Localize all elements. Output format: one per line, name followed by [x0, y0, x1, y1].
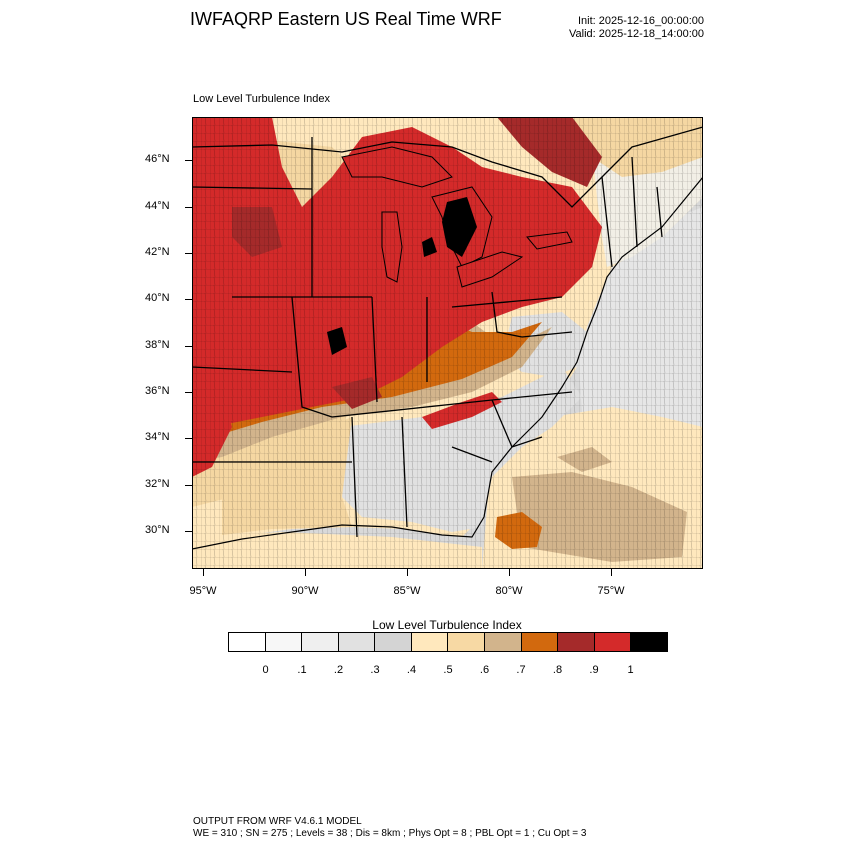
colorbar [228, 632, 668, 652]
field-subtitle: Low Level Turbulence Index [193, 93, 330, 105]
colorbar-cell [229, 633, 266, 651]
lat-tick [185, 438, 192, 439]
model-info-line2: WE = 310 ; SN = 275 ; Levels = 38 ; Dis … [193, 828, 587, 839]
lat-tick [185, 207, 192, 208]
lat-tick [185, 392, 192, 393]
lat-tick [185, 299, 192, 300]
colorbar-cell [521, 633, 559, 651]
colorbar-cell [338, 633, 376, 651]
colorbar-cell [558, 633, 595, 651]
lon-label-95: 95°W [189, 585, 217, 597]
turbulence-map [192, 117, 703, 569]
lat-tick [185, 531, 192, 532]
lat-tick [185, 485, 192, 486]
lon-label-80: 80°W [495, 585, 523, 597]
lat-tick [185, 253, 192, 254]
lon-tick [611, 569, 612, 576]
lon-label-90: 90°W [291, 585, 319, 597]
lon-label-75: 75°W [597, 585, 625, 597]
colorbar-cell [631, 633, 667, 651]
colorbar-label: .5 [443, 664, 453, 676]
county-lines [192, 117, 703, 569]
lon-label-85: 85°W [393, 585, 421, 597]
colorbar-label: .8 [552, 664, 563, 676]
lat-label-32: 32°N [145, 478, 170, 490]
lat-tick [185, 346, 192, 347]
lat-label-36: 36°N [145, 385, 170, 397]
colorbar-label: .7 [516, 664, 526, 676]
colorbar-label: .6 [479, 664, 490, 676]
lat-label-40: 40°N [145, 292, 170, 304]
intl-border [192, 126, 703, 208]
colorbar-label: .4 [406, 664, 417, 676]
colorbar-cell [448, 633, 486, 651]
lon-tick [509, 569, 510, 576]
plot-title: IWFAQRP Eastern US Real Time WRF [190, 9, 502, 29]
colorbar-cell [411, 633, 449, 651]
colorbar-label: .3 [370, 664, 380, 676]
lat-label-46: 46°N [145, 153, 170, 165]
colorbar-cell [302, 633, 339, 651]
colorbar-label: 0 [262, 664, 269, 676]
valid-time: Valid: 2025-12-18_14:00:00 [569, 28, 704, 40]
colorbar-label: .1 [297, 664, 307, 676]
lat-label-38: 38°N [145, 339, 170, 351]
init-time: Init: 2025-12-16_00:00:00 [578, 15, 704, 27]
lat-tick [185, 160, 192, 161]
coastline [192, 176, 703, 550]
lat-label-34: 34°N [145, 431, 170, 443]
lat-label-44: 44°N [145, 200, 170, 212]
colorbar-cell [594, 633, 632, 651]
lon-tick [407, 569, 408, 576]
lon-tick [305, 569, 306, 576]
colorbar-cell [485, 633, 522, 651]
colorbar-cell [265, 633, 303, 651]
state-boundaries [192, 137, 663, 538]
colorbar-cell [375, 633, 412, 651]
model-info-line1: OUTPUT FROM WRF V4.6.1 MODEL [193, 816, 362, 827]
colorbar-label: 1 [627, 664, 634, 676]
colorbar-title: Low Level Turbulence Index [372, 618, 522, 632]
colorbar-label: .2 [333, 664, 344, 676]
lon-tick [203, 569, 204, 576]
lat-label-30: 30°N [145, 524, 170, 536]
colorbar-label: .9 [589, 664, 599, 676]
lat-label-42: 42°N [145, 246, 170, 258]
